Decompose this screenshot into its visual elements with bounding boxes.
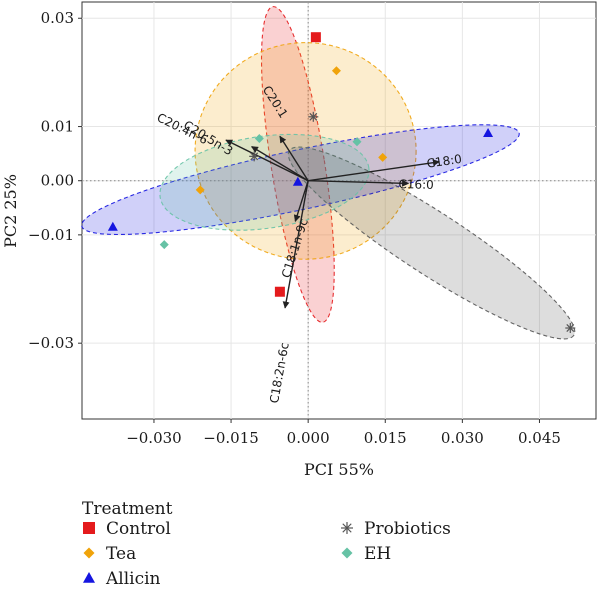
x-tick-label: 0.045 xyxy=(518,429,561,447)
legend: Control Tea Allicin Probiotics EH xyxy=(83,519,451,589)
ellipse-allicin xyxy=(81,124,520,236)
ellipse-eh xyxy=(159,133,370,231)
point-control xyxy=(274,286,285,297)
y-tick-label: 0.00 xyxy=(41,172,74,190)
legend-label-tea: Tea xyxy=(106,544,136,564)
point-probiotics xyxy=(249,151,260,162)
point-eh xyxy=(254,133,264,143)
point-probiotics xyxy=(308,111,319,122)
legend-item-control: Control xyxy=(83,519,171,539)
x-tick-label: 0.015 xyxy=(364,429,407,447)
y-axis-title: PC2 25% xyxy=(1,174,20,248)
point-allicin xyxy=(107,221,118,231)
legend-marker-allicin xyxy=(83,572,95,583)
data-points xyxy=(107,32,576,334)
point-eh xyxy=(352,137,362,147)
y-tick-label: 0.01 xyxy=(41,118,74,136)
loading-label-c16-0: C16:0 xyxy=(398,177,434,192)
loading-arrow-c20-5n-3 xyxy=(251,145,309,182)
legend-item-probiotics: Probiotics xyxy=(341,519,451,539)
confidence-ellipses xyxy=(81,6,576,340)
loading-label-c18-0: C18:0 xyxy=(426,152,463,171)
legend-marker-control xyxy=(83,522,95,534)
y-axis-ticks: 0.03 0.01 0.00 −0.01 −0.03 xyxy=(28,9,82,352)
legend-marker-eh xyxy=(341,547,353,559)
loading-arrow-c18-2n-6c xyxy=(282,180,309,309)
zero-reference-lines xyxy=(82,2,596,419)
legend-item-allicin: Allicin xyxy=(83,569,161,589)
legend-label-allicin: Allicin xyxy=(105,569,161,589)
legend-label-probiotics: Probiotics xyxy=(364,519,451,539)
y-tick-label: −0.01 xyxy=(28,226,74,244)
x-tick-label: 0.000 xyxy=(287,429,330,447)
point-tea xyxy=(331,66,341,76)
point-probiotics xyxy=(565,323,576,334)
legend-label-control: Control xyxy=(106,519,171,539)
x-tick-label: 0.030 xyxy=(441,429,484,447)
x-axis-ticks: −0.030 −0.015 0.000 0.015 0.030 0.045 xyxy=(126,419,561,447)
loading-arrow-c20-4n-6 xyxy=(225,139,309,182)
x-tick-label: −0.030 xyxy=(126,429,182,447)
legend-item-eh: EH xyxy=(341,544,391,564)
loading-arrow-c20-1 xyxy=(279,135,309,182)
legend-title: Treatment xyxy=(82,499,173,519)
point-control xyxy=(310,32,321,43)
point-allicin xyxy=(292,176,303,186)
y-tick-label: −0.03 xyxy=(28,334,74,352)
y-tick-label: 0.03 xyxy=(41,9,74,27)
loading-arrow-c18-1n-9c xyxy=(293,180,309,222)
point-allicin xyxy=(483,128,494,138)
legend-marker-probiotics xyxy=(341,522,353,534)
point-eh xyxy=(159,240,169,250)
point-tea xyxy=(378,152,388,162)
point-tea xyxy=(195,185,205,195)
loading-arrow-c18-0 xyxy=(308,159,440,182)
ellipse-tea xyxy=(194,42,417,260)
x-axis-title: PCI 55% xyxy=(304,460,374,479)
legend-item-tea: Tea xyxy=(83,544,136,564)
legend-marker-tea xyxy=(83,547,95,559)
x-tick-label: −0.015 xyxy=(203,429,259,447)
loading-arrow-c16-0 xyxy=(308,179,410,187)
legend-label-eh: EH xyxy=(364,544,391,564)
